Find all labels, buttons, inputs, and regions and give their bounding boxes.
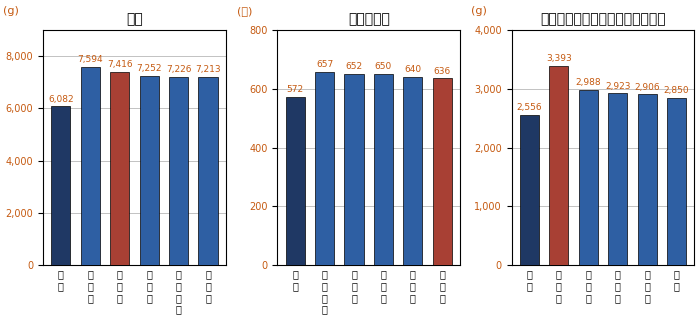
Bar — [638, 94, 657, 265]
Text: (g): (g) — [471, 6, 487, 16]
Bar — [344, 74, 363, 265]
Bar — [550, 66, 568, 265]
Text: 3,393: 3,393 — [546, 54, 572, 63]
Text: 7,594: 7,594 — [78, 55, 103, 64]
Bar — [433, 78, 452, 265]
Title: マヨネーズ・マヨネーズ風調味料: マヨネーズ・マヨネーズ風調味料 — [540, 12, 666, 26]
Title: ケチャップ: ケチャップ — [348, 12, 390, 26]
Bar — [286, 97, 304, 265]
Title: 砂糖: 砂糖 — [126, 12, 143, 26]
Text: (g): (g) — [3, 6, 19, 16]
Text: 7,252: 7,252 — [136, 64, 162, 73]
Bar — [199, 77, 218, 265]
Bar — [608, 93, 627, 265]
Text: 6,082: 6,082 — [48, 94, 74, 104]
Text: 572: 572 — [286, 85, 304, 94]
Text: 7,226: 7,226 — [166, 65, 191, 74]
Text: 7,416: 7,416 — [107, 60, 132, 69]
Bar — [667, 98, 686, 265]
Bar — [51, 106, 71, 265]
Bar — [139, 76, 159, 265]
Bar — [403, 77, 422, 265]
Bar — [315, 72, 334, 265]
Text: (円): (円) — [237, 6, 253, 16]
Bar — [110, 72, 130, 265]
Text: 2,556: 2,556 — [517, 103, 542, 112]
Text: 2,850: 2,850 — [664, 86, 690, 95]
Text: 652: 652 — [346, 62, 363, 71]
Bar — [579, 90, 598, 265]
Bar — [374, 74, 393, 265]
Text: 2,923: 2,923 — [605, 82, 631, 91]
Text: 636: 636 — [434, 67, 451, 76]
Text: 2,988: 2,988 — [575, 78, 601, 87]
Bar — [80, 67, 100, 265]
Text: 650: 650 — [374, 62, 392, 71]
Bar — [520, 115, 539, 265]
Text: 7,213: 7,213 — [195, 65, 221, 74]
Text: 640: 640 — [405, 65, 421, 75]
Text: 2,906: 2,906 — [634, 83, 660, 92]
Text: 657: 657 — [316, 60, 333, 69]
Bar — [169, 76, 188, 265]
